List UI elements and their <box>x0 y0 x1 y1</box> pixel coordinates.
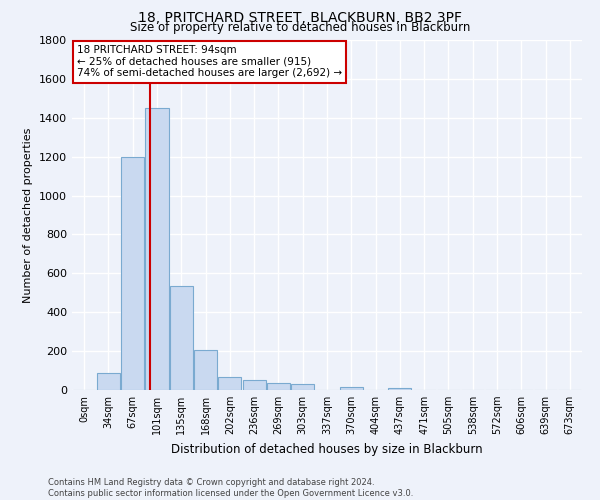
Bar <box>194 350 217 390</box>
Bar <box>121 156 144 390</box>
Bar <box>340 387 363 390</box>
Bar <box>242 380 266 390</box>
Text: Contains HM Land Registry data © Crown copyright and database right 2024.
Contai: Contains HM Land Registry data © Crown c… <box>48 478 413 498</box>
Bar <box>291 384 314 390</box>
Bar <box>97 372 120 390</box>
X-axis label: Distribution of detached houses by size in Blackburn: Distribution of detached houses by size … <box>171 442 483 456</box>
Text: Size of property relative to detached houses in Blackburn: Size of property relative to detached ho… <box>130 22 470 35</box>
Bar <box>170 286 193 390</box>
Bar <box>145 108 169 390</box>
Bar <box>267 382 290 390</box>
Bar <box>388 388 412 390</box>
Text: 18, PRITCHARD STREET, BLACKBURN, BB2 3PF: 18, PRITCHARD STREET, BLACKBURN, BB2 3PF <box>138 11 462 25</box>
Text: 18 PRITCHARD STREET: 94sqm
← 25% of detached houses are smaller (915)
74% of sem: 18 PRITCHARD STREET: 94sqm ← 25% of deta… <box>77 46 342 78</box>
Y-axis label: Number of detached properties: Number of detached properties <box>23 128 34 302</box>
Bar <box>218 378 241 390</box>
